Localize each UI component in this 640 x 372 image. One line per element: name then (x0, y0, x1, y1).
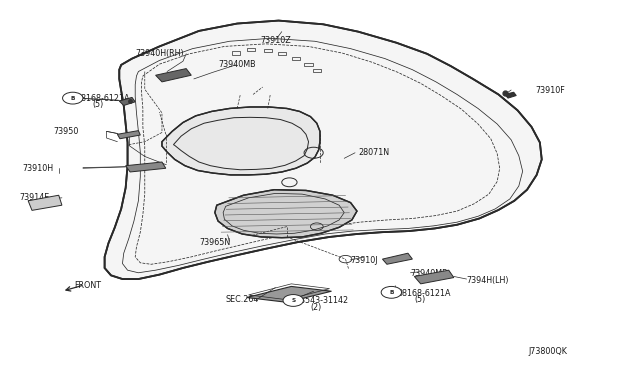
Polygon shape (383, 253, 412, 264)
Circle shape (283, 295, 303, 307)
Text: 7394H(LH): 7394H(LH) (467, 276, 509, 285)
Text: 73940MB: 73940MB (218, 60, 255, 70)
Circle shape (63, 92, 83, 104)
Text: 08168-6121A: 08168-6121A (77, 94, 130, 103)
Text: 73940H(RH): 73940H(RH) (135, 49, 184, 58)
Text: S: S (291, 298, 295, 303)
Text: SEC.264: SEC.264 (226, 295, 259, 304)
Text: 08168-6121A: 08168-6121A (397, 289, 451, 298)
Text: 08543-31142: 08543-31142 (296, 296, 349, 305)
Polygon shape (505, 92, 516, 98)
Text: 73940MB: 73940MB (410, 269, 448, 278)
Text: (2): (2) (310, 302, 322, 312)
Text: 73965N: 73965N (199, 238, 230, 247)
Polygon shape (156, 68, 191, 82)
Text: B: B (389, 290, 394, 295)
Text: FRONT: FRONT (75, 281, 102, 290)
Text: 73910F: 73910F (536, 86, 565, 95)
Text: (5): (5) (414, 295, 426, 304)
Polygon shape (246, 286, 332, 302)
Text: B: B (70, 96, 75, 100)
Text: 73950: 73950 (54, 127, 79, 136)
Polygon shape (119, 97, 135, 106)
Text: (5): (5) (93, 100, 104, 109)
Text: J73800QK: J73800QK (529, 347, 567, 356)
Text: 73910H: 73910H (22, 164, 54, 173)
Polygon shape (125, 162, 166, 172)
Polygon shape (162, 107, 320, 175)
Polygon shape (215, 190, 357, 238)
Circle shape (381, 286, 401, 298)
Polygon shape (104, 20, 541, 279)
Polygon shape (28, 195, 62, 211)
Text: 73910Z: 73910Z (260, 36, 291, 45)
Text: 28071N: 28071N (358, 148, 389, 157)
Text: 73910J: 73910J (351, 256, 378, 265)
Text: 73914E: 73914E (19, 193, 49, 202)
Polygon shape (117, 131, 140, 139)
Polygon shape (414, 270, 454, 284)
